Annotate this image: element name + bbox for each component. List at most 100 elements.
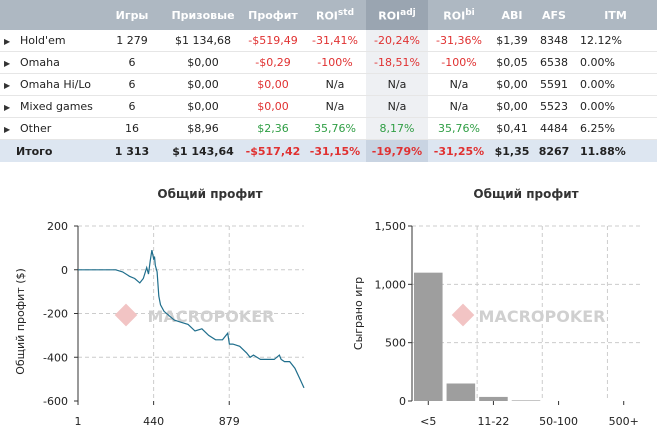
x-tick-label: <5: [420, 415, 436, 428]
table-row[interactable]: ▶ Omaha 6 $0,00 -$0,29 -100% -18,51% -100% $0,05…: [0, 51, 657, 74]
total-label: Итого: [0, 139, 100, 162]
header-profit[interactable]: Профит: [242, 0, 304, 30]
x-tick-label: 500+: [609, 415, 639, 428]
games-cell: 6: [100, 73, 164, 96]
game-cell[interactable]: ▶ Omaha: [0, 51, 100, 74]
abi-cell: $0,41: [490, 117, 534, 140]
abi-cell: $0,00: [490, 95, 534, 118]
game-label: Mixed games: [20, 100, 93, 113]
y-tick-label: -600: [43, 395, 68, 408]
itm-cell: 0.00%: [574, 73, 657, 96]
abi-cell: $0,05: [490, 51, 534, 74]
bar: [511, 400, 541, 401]
total-prizes: $1 143,64: [164, 139, 242, 162]
game-label: Hold'em: [20, 34, 66, 47]
roi-bi-cell: 35,76%: [428, 117, 490, 140]
total-profit: -$517,42: [242, 139, 304, 162]
line-chart-title: Общий профит: [157, 187, 263, 201]
y-tick-label: -400: [43, 351, 68, 364]
header-afs[interactable]: AFS: [534, 0, 574, 30]
header-game: [0, 0, 100, 30]
prizes-cell: $0,00: [164, 95, 242, 118]
afs-cell: 5591: [534, 73, 574, 96]
roi-std-cell: 35,76%: [304, 117, 366, 140]
total-afs: 8267: [534, 139, 574, 162]
y-tick-label: 500: [385, 337, 406, 350]
total-games: 1 313: [100, 139, 164, 162]
stats-table: Игры Призовые Профит ROIstd ROIadj ROIbi…: [0, 0, 657, 162]
expand-arrow-icon[interactable]: ▶: [4, 81, 11, 90]
prizes-cell: $0,00: [164, 51, 242, 74]
game-cell[interactable]: ▶ Other: [0, 117, 100, 140]
expand-arrow-icon[interactable]: ▶: [4, 37, 11, 46]
table-row[interactable]: ▶ Mixed games 6 $0,00 $0,00 N/a N/a N/a $0,00 552…: [0, 95, 657, 118]
profit-cell: $2,36: [242, 117, 304, 140]
header-roi-std-label: ROI: [315, 9, 338, 23]
roi-adj-cell: N/a: [366, 95, 428, 118]
watermark-logo-icon: [451, 303, 475, 327]
x-tick-label: 1: [75, 415, 82, 428]
game-cell[interactable]: ▶ Omaha Hi/Lo: [0, 73, 100, 96]
y-tick-label: 0: [399, 395, 406, 408]
total-roi-std: -31,15%: [304, 139, 366, 162]
prizes-cell: $8,96: [164, 117, 242, 140]
expand-arrow-icon[interactable]: ▶: [4, 59, 11, 68]
table-row[interactable]: ▶ Hold'em 1 279 $1 134,68 -$519,49 -31,41% -20…: [0, 30, 657, 52]
itm-cell: 12.12%: [574, 30, 657, 52]
profit-line: [78, 249, 305, 389]
roi-adj-cell: -20,24%: [366, 30, 428, 52]
total-itm: 11.88%: [574, 139, 657, 162]
header-roi-bi[interactable]: ROIbi: [428, 0, 490, 30]
table-row[interactable]: ▶ Other 16 $8,96 $2,36 35,76% 8,17% 35,76% $0,41…: [0, 117, 657, 140]
roi-adj-cell: -18,51%: [366, 51, 428, 74]
y-tick-label: 0: [61, 264, 68, 277]
header-roi-std[interactable]: ROIstd: [304, 0, 366, 30]
afs-cell: 8348: [534, 30, 574, 52]
expand-arrow-icon[interactable]: ▶: [4, 125, 11, 134]
abi-cell: $0,00: [490, 73, 534, 96]
y-tick-label: 1,000: [375, 278, 407, 291]
watermark-logo-icon: [114, 303, 138, 327]
y-tick-label: -200: [43, 308, 68, 321]
watermark-text: MACROPOKER: [479, 307, 606, 326]
abi-cell: $1,39: [490, 30, 534, 52]
profit-cell: -$519,49: [242, 30, 304, 52]
y-axis-label: Сыграно игр: [352, 277, 365, 350]
roi-adj-cell: N/a: [366, 73, 428, 96]
roi-std-cell: -31,41%: [304, 30, 366, 52]
header-roi-adj[interactable]: ROIadj: [366, 0, 428, 30]
x-tick-label: 50-100: [539, 415, 578, 428]
header-roi-bi-label: ROI: [443, 9, 466, 23]
roi-std-cell: -100%: [304, 51, 366, 74]
expand-arrow-icon[interactable]: ▶: [4, 103, 11, 112]
games-cell: 16: [100, 117, 164, 140]
header-itm[interactable]: ITM: [574, 0, 657, 30]
profit-cell: $0,00: [242, 73, 304, 96]
table-header-row: Игры Призовые Профит ROIstd ROIadj ROIbi…: [0, 0, 657, 30]
roi-adj-cell: 8,17%: [366, 117, 428, 140]
bar: [446, 383, 476, 401]
header-roi-adj-sup: adj: [400, 7, 416, 18]
y-tick-label: 200: [47, 220, 68, 233]
bar: [414, 272, 443, 401]
table-total-row: Итого 1 313 $1 143,64 -$517,42 -31,15% -…: [0, 139, 657, 162]
game-cell[interactable]: ▶ Mixed games: [0, 95, 100, 118]
game-label: Omaha Hi/Lo: [20, 78, 92, 91]
afs-cell: 5523: [534, 95, 574, 118]
roi-bi-cell: -100%: [428, 51, 490, 74]
header-prizes[interactable]: Призовые: [164, 0, 242, 30]
bar-chart-title: Общий профит: [473, 187, 579, 201]
games-cell: 6: [100, 95, 164, 118]
afs-cell: 6538: [534, 51, 574, 74]
header-abi[interactable]: ABI: [490, 0, 534, 30]
total-abi: $1,35: [490, 139, 534, 162]
header-games[interactable]: Игры: [100, 0, 164, 30]
total-roi-adj: -19,79%: [366, 139, 428, 162]
x-tick-label: 440: [143, 415, 164, 428]
table-row[interactable]: ▶ Omaha Hi/Lo 6 $0,00 $0,00 N/a N/a N/a $0,00 559…: [0, 73, 657, 96]
itm-cell: 6.25%: [574, 117, 657, 140]
game-cell[interactable]: ▶ Hold'em: [0, 30, 100, 52]
x-tick-label: 879: [219, 415, 240, 428]
bar-chart-plot: MACROPOKER 1,500 1,000 500 0 <5 11-22 50-100 500…: [352, 220, 640, 428]
header-roi-std-sup: std: [337, 7, 355, 18]
